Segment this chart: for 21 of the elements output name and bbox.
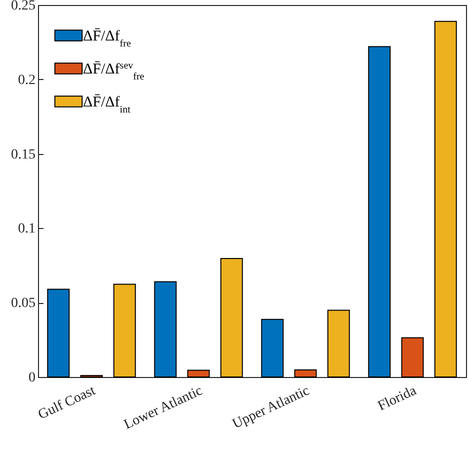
legend-label: ΔF̄/Δf$_{fre}$ [83, 28, 132, 49]
y-tick-label: 0.1 [18, 222, 36, 237]
bar [401, 337, 424, 378]
y-tick-label: 0.2 [18, 72, 36, 88]
bar [187, 370, 210, 378]
bar [220, 258, 243, 378]
y-tick-label: 0.05 [11, 296, 36, 312]
bar [294, 369, 317, 378]
bar [434, 20, 457, 378]
bar [113, 284, 136, 378]
bar [47, 288, 70, 378]
x-tick-label: Gulf Coast [36, 383, 98, 423]
legend-label: ΔF̄/Δf$_{int}$ [83, 94, 131, 115]
bar [261, 318, 284, 378]
x-tick-label: Florida [376, 383, 420, 414]
y-tick-label: 0 [28, 370, 36, 386]
bar [368, 46, 391, 378]
bar [154, 281, 177, 378]
bar [327, 310, 350, 378]
y-tick-label: 0.25 [11, 0, 36, 14]
y-tick-label: 0.15 [11, 147, 36, 162]
